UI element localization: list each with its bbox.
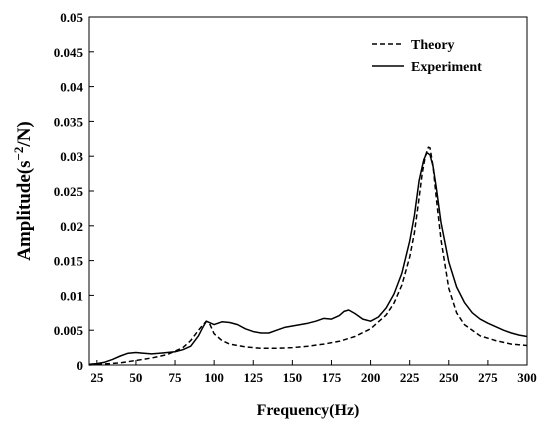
legend-theory-label: Theory <box>411 38 455 53</box>
x-tick-label: 300 <box>517 370 537 385</box>
x-tick-label: 25 <box>90 370 104 385</box>
series-line-experiment <box>88 151 528 366</box>
x-axis-label: Frequency(Hz) <box>257 402 360 419</box>
y-tick-label: 0.015 <box>54 254 84 269</box>
legend-experiment-label: Experiment <box>411 60 482 75</box>
y-axis-label: Amplitude(s−2/N) <box>11 121 35 261</box>
x-tick-label: 125 <box>244 370 264 385</box>
x-tick-label: 150 <box>283 370 303 385</box>
x-tick-label: 175 <box>322 370 342 385</box>
x-tick-label: 200 <box>361 370 381 385</box>
x-tick-label: 75 <box>169 370 183 385</box>
y-axis-label-superscript: −2 <box>11 147 26 161</box>
y-tick-label: 0.01 <box>60 288 83 303</box>
x-tick-label: 50 <box>129 370 142 385</box>
x-tick-label: 100 <box>204 370 224 385</box>
y-tick-label: 0.005 <box>54 323 84 338</box>
y-tick-label: 0.025 <box>54 184 84 199</box>
y-tick-label: 0.04 <box>60 80 83 95</box>
x-tick-label: 250 <box>439 370 459 385</box>
series-line-theory <box>88 146 528 366</box>
x-tick-label: 275 <box>478 370 498 385</box>
y-axis-label-end: /N) <box>14 121 35 147</box>
y-tick-label: 0.02 <box>60 219 83 234</box>
ticks-layer: 25 50 75 100 125 150 175 200 225 250 275 300 0 0.005 0… <box>54 10 537 385</box>
plot-frame <box>88 16 528 366</box>
y-axis-label-main: Amplitude(s <box>14 160 35 260</box>
y-tick-label: 0.045 <box>54 45 84 60</box>
y-tick-label: 0 <box>77 358 84 373</box>
x-tick-label: 225 <box>400 370 420 385</box>
legend: Theory Experiment <box>372 38 482 75</box>
y-tick-label: 0.035 <box>54 114 84 129</box>
y-tick-label: 0.05 <box>60 10 83 25</box>
series-layer <box>88 146 528 366</box>
y-tick-label: 0.03 <box>60 149 83 164</box>
